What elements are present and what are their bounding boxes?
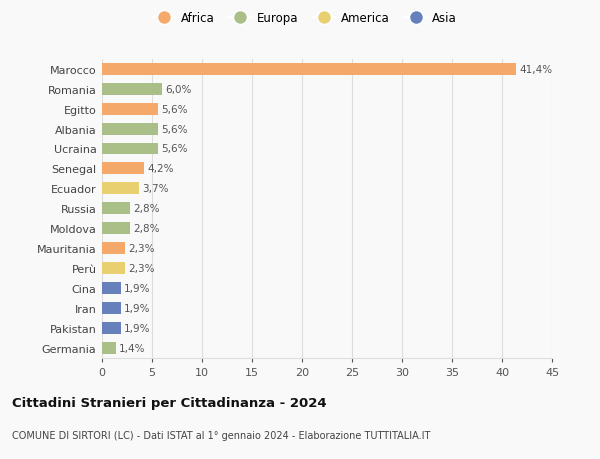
Text: 2,8%: 2,8%: [133, 224, 160, 234]
Bar: [102, 183, 139, 195]
Bar: [102, 84, 162, 95]
Bar: [102, 342, 116, 354]
Bar: [102, 203, 130, 215]
Bar: [102, 64, 516, 76]
Text: 1,9%: 1,9%: [124, 283, 151, 293]
Bar: [102, 143, 158, 155]
Text: 4,2%: 4,2%: [147, 164, 173, 174]
Text: 2,8%: 2,8%: [133, 204, 160, 214]
Text: 5,6%: 5,6%: [161, 104, 187, 114]
Bar: [102, 282, 121, 294]
Text: 5,6%: 5,6%: [161, 144, 187, 154]
Bar: [102, 243, 125, 255]
Bar: [102, 302, 121, 314]
Bar: [102, 103, 158, 115]
Text: 41,4%: 41,4%: [519, 65, 552, 75]
Text: 2,3%: 2,3%: [128, 244, 155, 254]
Text: 2,3%: 2,3%: [128, 263, 155, 274]
Text: 1,9%: 1,9%: [124, 323, 151, 333]
Text: 1,9%: 1,9%: [124, 303, 151, 313]
Text: COMUNE DI SIRTORI (LC) - Dati ISTAT al 1° gennaio 2024 - Elaborazione TUTTITALIA: COMUNE DI SIRTORI (LC) - Dati ISTAT al 1…: [12, 431, 430, 440]
Bar: [102, 123, 158, 135]
Bar: [102, 263, 125, 274]
Legend: Africa, Europa, America, Asia: Africa, Europa, America, Asia: [152, 12, 457, 25]
Text: 5,6%: 5,6%: [161, 124, 187, 134]
Bar: [102, 223, 130, 235]
Bar: [102, 322, 121, 334]
Text: 6,0%: 6,0%: [165, 84, 191, 95]
Text: Cittadini Stranieri per Cittadinanza - 2024: Cittadini Stranieri per Cittadinanza - 2…: [12, 396, 326, 409]
Text: 3,7%: 3,7%: [142, 184, 169, 194]
Text: 1,4%: 1,4%: [119, 343, 146, 353]
Bar: [102, 163, 144, 175]
